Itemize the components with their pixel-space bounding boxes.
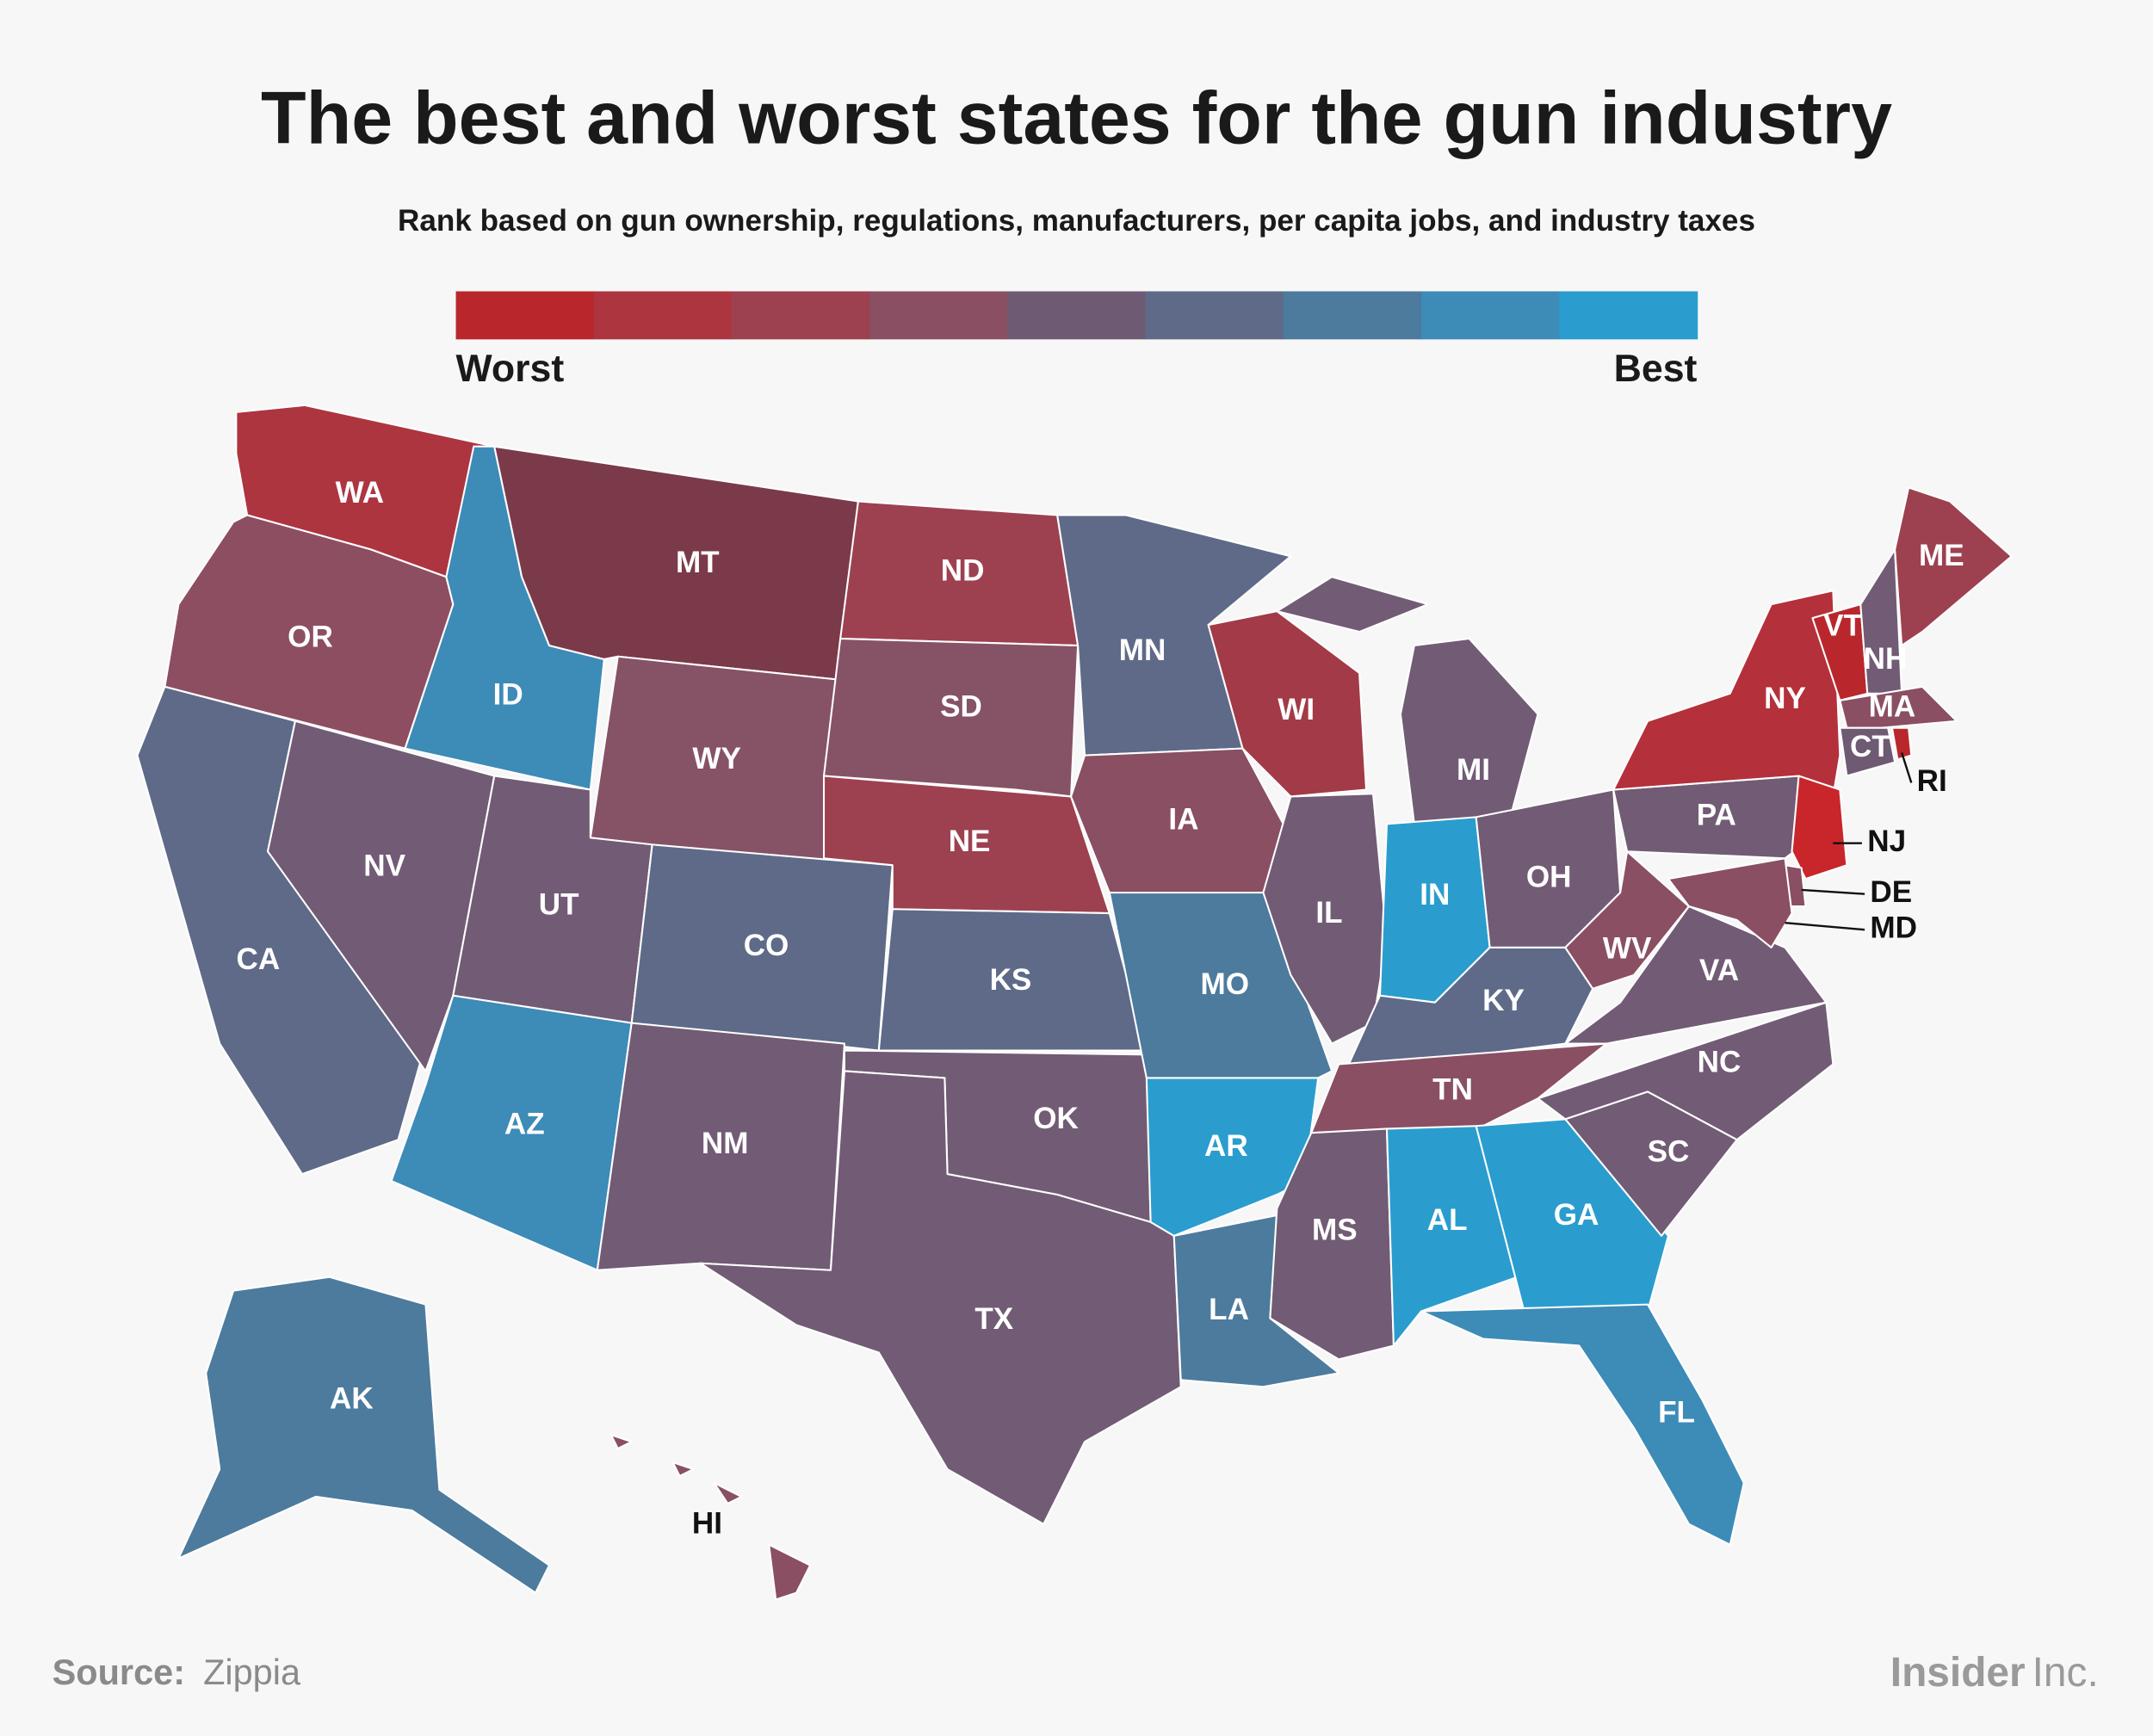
state-label: GA: [1554, 1198, 1599, 1232]
state-shape: [1890, 726, 1913, 761]
state-shape: [1894, 486, 2013, 647]
state-label: WA: [336, 476, 385, 510]
state-label: NC: [1698, 1046, 1742, 1079]
state-label: CT: [1850, 730, 1890, 763]
state-shape: [1791, 775, 1848, 880]
state-label: AR: [1204, 1129, 1248, 1163]
state-label: ID: [493, 677, 523, 711]
state-label: OK: [1033, 1102, 1079, 1135]
state-shape: [609, 1434, 633, 1450]
state-label: NM: [702, 1127, 749, 1160]
state-label: MS: [1312, 1213, 1358, 1246]
state-label: RI: [1917, 764, 1947, 798]
state-label: VA: [1699, 954, 1739, 987]
state-label: TX: [974, 1302, 1013, 1336]
state-label: CA: [237, 942, 281, 976]
state-label: NJ: [1867, 825, 1906, 858]
state-shape: [1839, 685, 1958, 729]
legend: [455, 291, 1698, 340]
subtitle: Rank based on gun ownership, regulations…: [398, 204, 1755, 238]
state-label: AL: [1427, 1203, 1468, 1237]
legend-swatch: [1283, 291, 1422, 340]
legend-swatch: [731, 291, 870, 340]
legend-swatch: [1421, 291, 1561, 340]
state-shape: [1564, 905, 1828, 1045]
state-label: KY: [1482, 984, 1525, 1017]
state-label: IA: [1168, 802, 1198, 836]
state-shape: [1667, 857, 1793, 948]
state-shape: [1385, 1125, 1519, 1347]
state-label: DE: [1870, 875, 1912, 909]
source-label: Source:: [53, 1652, 185, 1692]
legend-swatch: [593, 291, 733, 340]
state-shape: [1399, 637, 1539, 825]
state-label: MD: [1870, 911, 1917, 944]
state-shape: [713, 1481, 743, 1504]
state-label: KS: [990, 963, 1032, 997]
state-label: HI: [692, 1507, 722, 1541]
title: The best and worst states for the gun in…: [261, 77, 1892, 160]
state-shape: [390, 994, 633, 1271]
state-shape: [699, 1070, 1182, 1525]
state-label: IN: [1420, 878, 1450, 911]
state-label: MN: [1119, 633, 1166, 667]
state-label: LA: [1209, 1293, 1249, 1326]
state-label: TN: [1432, 1073, 1473, 1107]
state-label: OR: [288, 620, 333, 653]
state-label: MO: [1201, 967, 1250, 1001]
state-label: VT: [1823, 609, 1862, 643]
state-label: NV: [363, 849, 405, 883]
state-label: UT: [539, 887, 579, 921]
state-label: NH: [1864, 642, 1908, 676]
state-label: ME: [1919, 539, 1964, 572]
state-label: IL: [1315, 896, 1342, 930]
state-shape: [1839, 726, 1896, 777]
state-shape: [671, 1461, 695, 1478]
state-label: ND: [941, 554, 985, 588]
state-label: FL: [1658, 1395, 1695, 1429]
state-label: AK: [330, 1382, 374, 1416]
state-label: WI: [1278, 693, 1315, 726]
legend-swatch: [1559, 291, 1698, 340]
state-label: SC: [1648, 1134, 1690, 1168]
state-label: CO: [744, 929, 789, 962]
legend-swatch: [869, 291, 1009, 340]
leader-line: [1801, 888, 1865, 895]
state-shape: [1475, 1118, 1669, 1313]
state-label: MI: [1457, 753, 1490, 787]
state-shape: [1262, 793, 1389, 1045]
state-label: MT: [676, 546, 720, 579]
state-shape: [822, 637, 1080, 798]
states: WA OR ID MT WY CA NV UT AZ CO NM ND SD NE KS OK TX MN IA MO…: [136, 404, 2013, 1601]
logo-name: Insider: [1890, 1650, 2026, 1696]
state-label: AZ: [504, 1108, 545, 1141]
state-shape: [1420, 1303, 1745, 1546]
state-label: SD: [940, 690, 982, 724]
state-shape: [768, 1543, 812, 1601]
leader-line: [1900, 752, 1913, 783]
state-shape: [1612, 590, 1841, 798]
legend-swatch: [1145, 291, 1284, 340]
state-label: PA: [1697, 799, 1736, 832]
state-shape: [266, 720, 496, 1072]
legend-low: Worst: [456, 348, 565, 390]
source: Zippia: [203, 1652, 301, 1692]
state-shape: [1145, 1077, 1320, 1237]
legend-high: Best: [1614, 348, 1698, 390]
state-label: MA: [1869, 690, 1916, 724]
state-label: NY: [1764, 682, 1806, 715]
state-label: WY: [692, 742, 741, 775]
legend-swatch: [455, 291, 595, 340]
state-label: NE: [949, 825, 991, 858]
leader-line: [1785, 922, 1865, 931]
logo-suffix: Inc.: [2032, 1650, 2099, 1696]
legend-swatch: [1007, 291, 1147, 340]
state-label: WV: [1603, 931, 1652, 965]
state-shape: [177, 1276, 551, 1594]
state-shape: [1276, 576, 1429, 633]
state-shape: [1310, 1042, 1608, 1134]
state-label: OH: [1526, 860, 1572, 893]
